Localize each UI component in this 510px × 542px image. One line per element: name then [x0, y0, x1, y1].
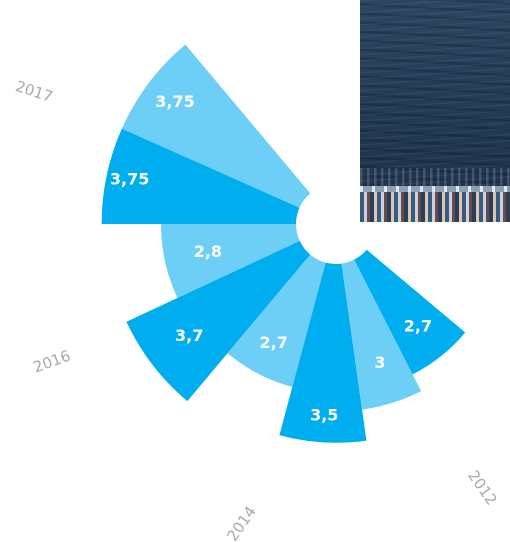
chart-value-label: 3,75 — [155, 92, 194, 111]
photo-railing — [360, 186, 510, 192]
chart-segment — [354, 249, 466, 375]
chart-year-label: 2012 — [464, 467, 501, 509]
chart-segment — [101, 128, 300, 224]
chart-year-label: 2016 — [31, 347, 73, 377]
chart-segment — [341, 259, 422, 410]
chart-value-label: 3 — [374, 353, 385, 372]
chart-value-label: 2,7 — [259, 333, 287, 352]
chart-segments — [101, 44, 466, 443]
chart-segment — [121, 44, 311, 208]
sea-photo — [360, 0, 510, 222]
chart-year-label: 2014 — [223, 503, 260, 542]
chart-value-label: 3,5 — [310, 406, 338, 425]
chart-segment — [227, 254, 326, 387]
chart-segment — [279, 262, 367, 443]
chart-segment — [161, 224, 300, 298]
chart-year-label: 2017 — [13, 77, 55, 106]
chart-value-label: 2,7 — [404, 317, 432, 336]
photo-foam — [360, 168, 510, 186]
photo-crowd — [360, 192, 510, 222]
chart-value-label: 2,8 — [194, 242, 222, 261]
chart-value-label: 3,7 — [175, 326, 203, 345]
chart-segment — [126, 240, 311, 402]
chart-value-label: 3,75 — [110, 170, 149, 189]
chart-value-labels: 3,75 3,75 2,8 3,7 2,7 3,5 3 2,7 — [110, 92, 432, 424]
